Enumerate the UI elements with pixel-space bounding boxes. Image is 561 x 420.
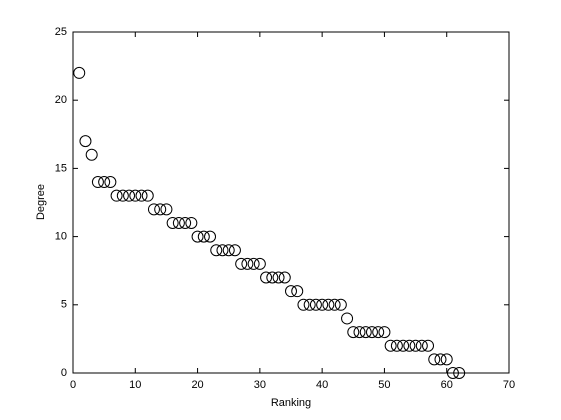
point bbox=[453, 367, 466, 379]
y-tick-label: 0 bbox=[61, 367, 67, 379]
point bbox=[334, 298, 347, 311]
point bbox=[154, 203, 167, 216]
point bbox=[428, 353, 441, 366]
point bbox=[328, 298, 341, 311]
point bbox=[172, 216, 185, 229]
y-tick-label: 15 bbox=[55, 162, 67, 174]
point bbox=[204, 230, 217, 243]
point bbox=[403, 339, 416, 352]
point bbox=[222, 244, 235, 257]
point bbox=[266, 271, 279, 284]
point bbox=[291, 285, 304, 298]
point bbox=[141, 189, 154, 202]
point bbox=[415, 339, 428, 352]
point bbox=[123, 189, 136, 202]
point bbox=[359, 326, 372, 339]
point bbox=[116, 189, 129, 202]
point bbox=[397, 339, 410, 352]
point bbox=[110, 189, 123, 202]
x-tick-label: 70 bbox=[503, 379, 515, 391]
point bbox=[297, 298, 310, 311]
point bbox=[341, 312, 354, 325]
point bbox=[422, 339, 435, 352]
point bbox=[253, 257, 266, 270]
point bbox=[147, 203, 160, 216]
point bbox=[216, 244, 229, 257]
point bbox=[409, 339, 422, 352]
point bbox=[322, 298, 335, 311]
point bbox=[79, 135, 92, 148]
point bbox=[235, 257, 248, 270]
x-tick-label: 40 bbox=[316, 379, 328, 391]
point bbox=[316, 298, 329, 311]
y-tick-label: 20 bbox=[55, 94, 67, 106]
point bbox=[197, 230, 210, 243]
point bbox=[160, 203, 173, 216]
point bbox=[185, 216, 198, 229]
y-tick-label: 25 bbox=[55, 26, 67, 38]
point bbox=[372, 326, 385, 339]
x-tick-label: 0 bbox=[70, 379, 76, 391]
x-axis-label: Ranking bbox=[271, 397, 311, 409]
point bbox=[440, 353, 453, 366]
point bbox=[98, 176, 111, 189]
point bbox=[85, 148, 98, 161]
y-tick-label: 10 bbox=[55, 231, 67, 243]
point bbox=[446, 367, 459, 379]
point bbox=[434, 353, 447, 366]
plot-area bbox=[72, 31, 510, 374]
x-tick-label: 50 bbox=[378, 379, 390, 391]
point bbox=[278, 271, 291, 284]
point bbox=[285, 285, 297, 298]
point bbox=[166, 216, 179, 229]
y-tick-label: 5 bbox=[61, 299, 67, 311]
x-tick-label: 60 bbox=[441, 379, 453, 391]
x-tick-label: 20 bbox=[191, 379, 203, 391]
point bbox=[347, 326, 360, 339]
point bbox=[384, 339, 397, 352]
point bbox=[241, 257, 254, 270]
point bbox=[365, 326, 378, 339]
point bbox=[104, 176, 117, 189]
point bbox=[260, 271, 273, 284]
point bbox=[73, 66, 86, 79]
point bbox=[179, 216, 192, 229]
point bbox=[247, 257, 260, 270]
point bbox=[303, 298, 316, 311]
point bbox=[378, 326, 391, 339]
point bbox=[210, 244, 223, 257]
point bbox=[309, 298, 322, 311]
point bbox=[228, 244, 241, 257]
point bbox=[135, 189, 148, 202]
point bbox=[353, 326, 366, 339]
point bbox=[390, 339, 403, 352]
x-tick-label: 10 bbox=[129, 379, 141, 391]
x-tick-label: 30 bbox=[254, 379, 266, 391]
y-axis-label: Degree bbox=[35, 184, 47, 220]
point bbox=[91, 176, 104, 189]
point bbox=[129, 189, 142, 202]
point bbox=[191, 230, 204, 243]
point bbox=[272, 271, 285, 284]
